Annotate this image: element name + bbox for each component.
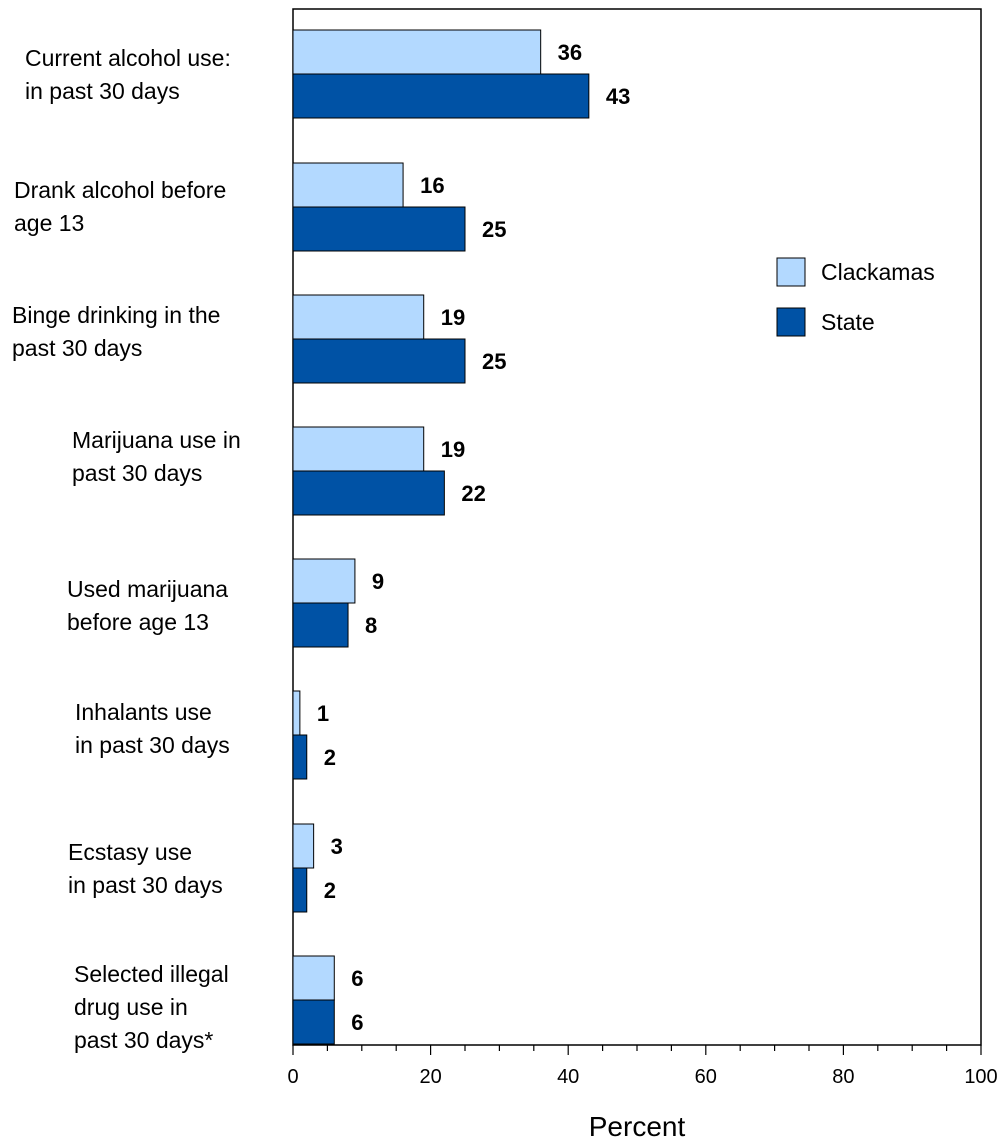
category-label: Current alcohol use: in past 30 days [25, 45, 231, 104]
category-label: Drank alcohol before age 13 [14, 177, 227, 236]
legend-swatch-state [776, 307, 806, 337]
category-label: Selected illegal drug use in past 30 day… [74, 961, 229, 1053]
legend-label: Clackamas [821, 259, 935, 285]
data-label: 2 [324, 878, 336, 903]
data-label: 19 [441, 305, 465, 330]
category-label: Ecstasy use in past 30 days [68, 839, 223, 898]
x-tick-label: 60 [695, 1066, 717, 1088]
data-label: 25 [482, 217, 506, 242]
data-label: 9 [372, 569, 384, 594]
bar-clackamas [292, 294, 425, 340]
category-label: Binge drinking in the past 30 days [12, 302, 221, 361]
bar-state [292, 602, 349, 648]
bar-state [292, 206, 466, 252]
legend-swatch-clackamas [776, 257, 806, 287]
bar-state [292, 867, 308, 913]
bar-clackamas [292, 823, 315, 869]
bar-clackamas [292, 426, 425, 472]
category-label: Inhalants use in past 30 days [75, 699, 230, 758]
bar-state [292, 734, 308, 780]
legend-label: State [821, 309, 875, 335]
bar-state [292, 73, 590, 119]
bar-clackamas [292, 162, 404, 208]
data-label: 19 [441, 437, 465, 462]
x-tick-label: 20 [419, 1066, 441, 1088]
x-axis-title: Percent [589, 1111, 686, 1142]
x-tick-label: 0 [287, 1066, 298, 1088]
bar-clackamas [292, 955, 335, 1001]
x-tick-label: 100 [964, 1066, 997, 1088]
bar-state [292, 999, 335, 1045]
data-label: 16 [420, 173, 444, 198]
data-label: 6 [351, 966, 363, 991]
data-label: 6 [351, 1010, 363, 1035]
bar-state [292, 338, 466, 384]
bar-clackamas [292, 690, 301, 736]
data-label: 8 [365, 613, 377, 638]
data-label: 22 [461, 481, 485, 506]
bar-state [292, 470, 445, 516]
data-label: 25 [482, 349, 506, 374]
x-tick-label: 40 [557, 1066, 579, 1088]
bars: 36 43 16 25 19 25 19 22 9 8 1 2 3 2 6 6 [292, 29, 630, 1045]
data-label: 3 [331, 834, 343, 859]
x-tick-label: 80 [832, 1066, 854, 1088]
bar-clackamas [292, 29, 542, 75]
category-label: Marijuana use in past 30 days [72, 427, 241, 486]
data-label: 2 [324, 745, 336, 770]
legend: Clackamas State [776, 257, 935, 337]
data-label: 36 [558, 40, 582, 65]
data-label: 43 [606, 84, 630, 109]
category-label: Used marijuana before age 13 [67, 576, 229, 635]
bar-clackamas [292, 558, 356, 604]
x-axis-ticks: 0 20 40 60 80 100 [287, 1045, 998, 1088]
data-label: 1 [317, 701, 329, 726]
